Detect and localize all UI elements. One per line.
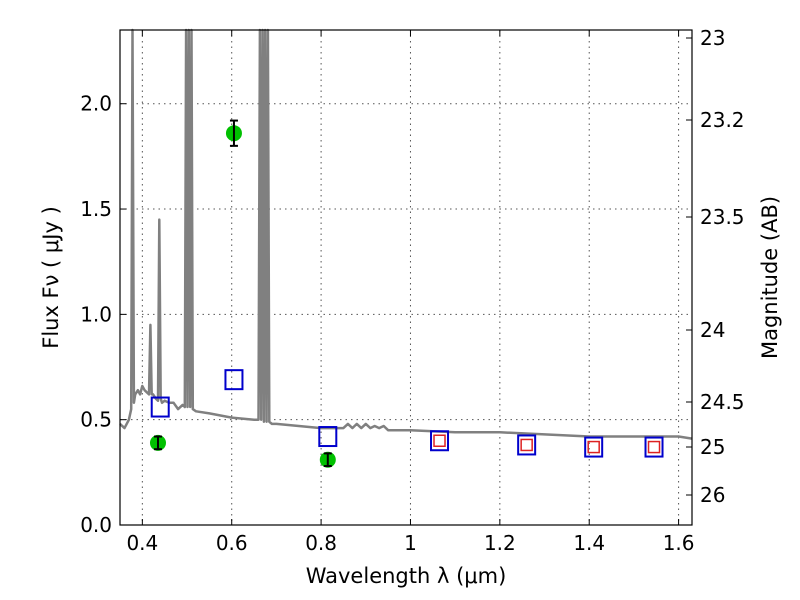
magnitude-tick-label: 24.5 bbox=[700, 390, 745, 414]
y-axis-ticks: 0.0 0.5 1.0 1.5 2.0 bbox=[80, 92, 126, 537]
y-tick-label: 0.0 bbox=[80, 513, 112, 537]
observed-band-flux-square bbox=[520, 438, 533, 452]
model-band-flux-square bbox=[224, 369, 244, 391]
model-spectrum-line bbox=[119, 28, 693, 440]
x-tick-label: 1.6 bbox=[663, 531, 695, 555]
observed-band-flux-square bbox=[647, 440, 661, 454]
y-axis-label: Flux Fν ( μJy ) bbox=[39, 206, 63, 349]
magnitude-axis-label: Magnitude (AB) bbox=[758, 196, 782, 359]
observed-band-flux-square bbox=[587, 440, 600, 454]
grid-lines bbox=[120, 30, 692, 525]
observed-band-flux-square bbox=[433, 434, 446, 447]
magnitude-tick-label: 24 bbox=[700, 318, 725, 342]
model-band-flux-square bbox=[150, 396, 170, 418]
x-tick-label: 1 bbox=[404, 531, 417, 555]
magnitude-tick-label: 23.5 bbox=[700, 205, 745, 229]
model-band-flux-square bbox=[517, 434, 537, 456]
model-band-flux-square bbox=[318, 426, 338, 448]
photometry-markers bbox=[149, 119, 664, 468]
plot-frame bbox=[119, 29, 693, 526]
x-tick-label: 1.4 bbox=[573, 531, 605, 555]
y-tick-label: 1.0 bbox=[80, 302, 112, 326]
magnitude-tick-label: 23.2 bbox=[700, 108, 745, 132]
model-band-flux-square bbox=[430, 430, 450, 452]
x-axis-label: Wavelength λ (μm) bbox=[306, 564, 507, 588]
magnitude-tick-label: 23 bbox=[700, 26, 725, 50]
magnitude-tick-label: 25 bbox=[700, 435, 725, 459]
magnitude-axis-ticks: 23 23.2 23.5 24 24.5 25 26 bbox=[686, 26, 745, 507]
magnitude-tick-label: 26 bbox=[700, 483, 725, 507]
model-band-flux-square bbox=[644, 436, 664, 458]
x-axis-ticks: 0.4 0.6 0.8 1 1.2 1.4 1.6 bbox=[126, 30, 695, 555]
model-band-flux-square bbox=[584, 436, 604, 458]
x-tick-label: 0.4 bbox=[126, 531, 158, 555]
y-tick-label: 0.5 bbox=[80, 408, 112, 432]
x-tick-label: 1.2 bbox=[484, 531, 516, 555]
x-tick-label: 0.6 bbox=[216, 531, 248, 555]
y-tick-label: 2.0 bbox=[80, 92, 112, 116]
model-spectrum-series bbox=[119, 28, 693, 440]
y-tick-label: 1.5 bbox=[80, 197, 112, 221]
x-tick-label: 0.8 bbox=[305, 531, 337, 555]
